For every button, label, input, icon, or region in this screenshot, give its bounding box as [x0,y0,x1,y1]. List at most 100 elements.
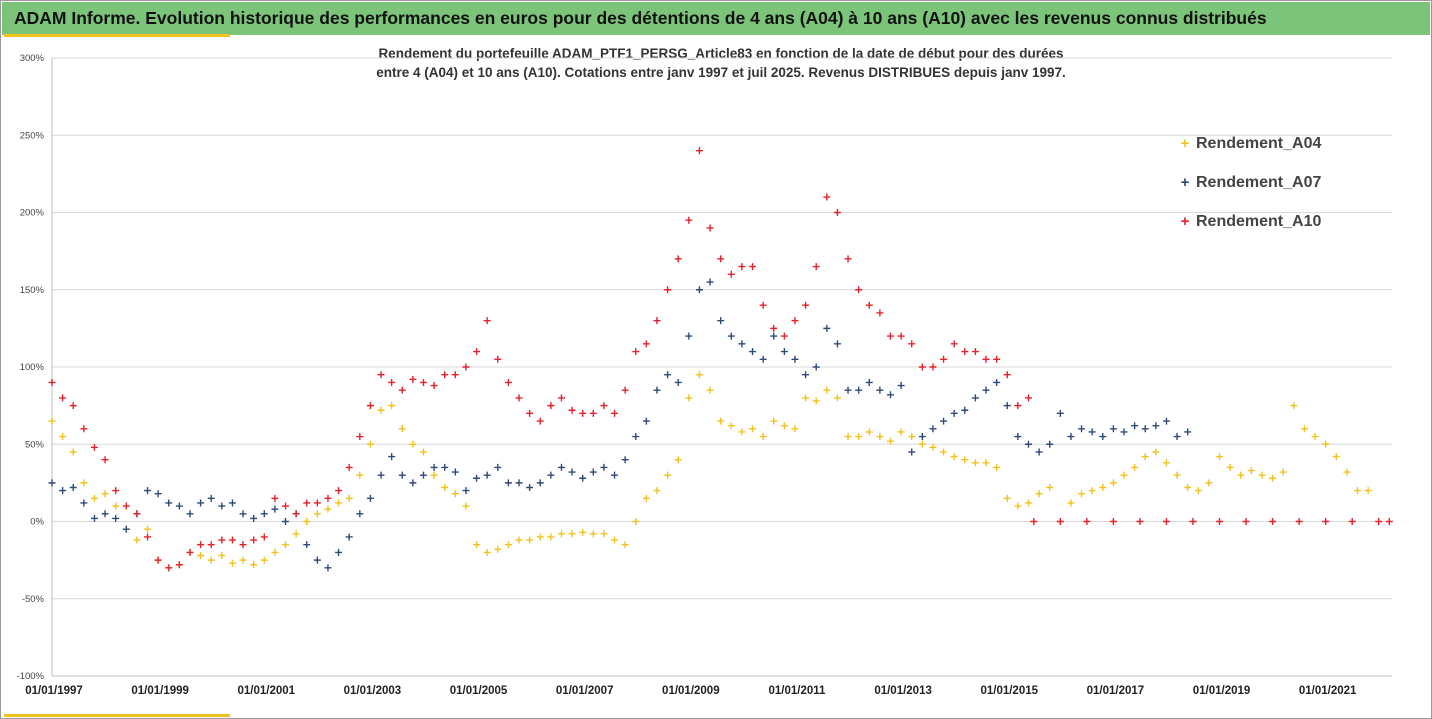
point-rendement-a10 [855,286,863,294]
point-rendement-a07 [802,371,810,379]
point-rendement-a04 [1173,471,1181,479]
point-rendement-a07 [557,463,565,471]
point-rendement-a04 [1152,448,1160,456]
point-rendement-a10 [59,394,67,402]
point-rendement-a10 [929,363,937,371]
point-rendement-a04 [791,425,799,433]
point-rendement-a04 [971,459,979,467]
point-rendement-a10 [1014,402,1022,410]
point-rendement-a07 [430,463,438,471]
point-rendement-a07 [335,548,343,556]
point-rendement-a04 [855,433,863,441]
point-rendement-a07 [568,468,576,476]
point-rendement-a04 [727,422,735,430]
point-rendement-a04 [1099,484,1107,492]
point-rendement-a04 [536,533,544,541]
point-rendement-a10 [568,406,576,414]
point-rendement-a04 [1078,490,1086,498]
point-rendement-a10 [993,355,1001,363]
point-rendement-a04 [865,428,873,436]
point-rendement-a04 [419,448,427,456]
point-rendement-a04 [1269,474,1277,482]
point-rendement-a07 [526,484,534,492]
point-rendement-a04 [282,541,290,549]
point-rendement-a07 [908,448,916,456]
point-rendement-a04 [1322,440,1330,448]
point-rendement-a10 [239,541,247,549]
point-rendement-a04 [345,494,353,502]
point-rendement-a10 [504,378,512,386]
point-rendement-a04 [833,394,841,402]
legend-label-a04: Rendement_A04 [1196,134,1322,152]
point-rendement-a04 [632,518,640,525]
point-rendement-a07 [1067,433,1075,441]
point-rendement-a07 [1173,433,1181,441]
point-rendement-a07 [69,484,77,492]
legend-item-a07: + Rendement_A07 [1178,163,1322,202]
point-rendement-a07 [844,386,852,394]
point-rendement-a10 [1003,371,1011,379]
legend-label-a07: Rendement_A07 [1196,173,1322,191]
point-rendement-a04 [388,402,396,410]
point-rendement-a07 [1120,428,1128,436]
point-rendement-a07 [90,514,98,522]
point-rendement-a07 [1078,425,1086,433]
y-tick-label: -50% [22,594,45,605]
point-rendement-a04 [695,371,703,379]
point-rendement-a04 [802,394,810,402]
point-rendement-a07 [1184,428,1192,436]
point-rendement-a10 [780,332,788,340]
point-rendement-a10 [133,510,141,518]
point-rendement-a10 [250,536,258,544]
point-rendement-a04 [664,471,672,479]
point-rendement-a04 [292,530,300,538]
point-rendement-a10 [345,463,353,471]
x-tick-label: 01/01/2003 [344,685,402,697]
point-rendement-a04 [144,525,152,533]
x-tick-label: 01/01/2011 [769,685,827,697]
point-rendement-a04 [706,386,714,394]
point-rendement-a10 [1136,518,1144,525]
point-rendement-a04 [1109,479,1117,487]
point-rendement-a04 [228,559,236,567]
point-rendement-a10 [823,193,831,201]
point-rendement-a10 [897,332,905,340]
point-rendement-a10 [833,209,841,216]
point-rendement-a07 [282,518,290,525]
point-rendement-a10 [547,402,555,410]
point-rendement-a10 [526,409,534,417]
point-rendement-a04 [1046,484,1054,492]
point-rendement-a10 [908,340,916,348]
legend-marker-a04: + [1180,135,1190,152]
legend-item-a10: + Rendement_A10 [1178,202,1322,241]
point-rendement-a04 [207,556,215,564]
point-rendement-a10 [80,425,88,433]
point-rendement-a07 [971,394,979,402]
point-rendement-a07 [515,479,523,487]
point-rendement-a10 [961,348,969,356]
point-rendement-a07 [1109,425,1117,433]
point-rendement-a07 [632,433,640,441]
point-rendement-a07 [409,479,417,487]
point-rendement-a07 [324,564,332,572]
point-rendement-a04 [1343,468,1351,476]
point-rendement-a07 [727,332,735,340]
point-rendement-a10 [356,433,364,441]
chart-subtitle: Rendement du portefeuille ADAM_PTF1_PERS… [231,44,1211,82]
point-rendement-a04 [133,536,141,544]
point-rendement-a10 [292,510,300,518]
point-rendement-a07 [961,406,969,414]
legend: + Rendement_A04 + Rendement_A07 + Rendem… [1178,124,1322,241]
point-rendement-a04 [1237,471,1245,479]
point-rendement-a04 [1216,453,1224,461]
point-rendement-a10 [982,355,990,363]
point-rendement-a07 [886,391,894,399]
point-rendement-a10 [324,494,332,502]
point-rendement-a04 [366,440,374,448]
point-rendement-a10 [642,340,650,348]
point-rendement-a10 [388,378,396,386]
y-tick-label: 0% [30,517,44,528]
point-rendement-a04 [1035,490,1043,498]
y-tick-label: 300% [20,53,45,64]
point-rendement-a10 [1162,518,1170,525]
